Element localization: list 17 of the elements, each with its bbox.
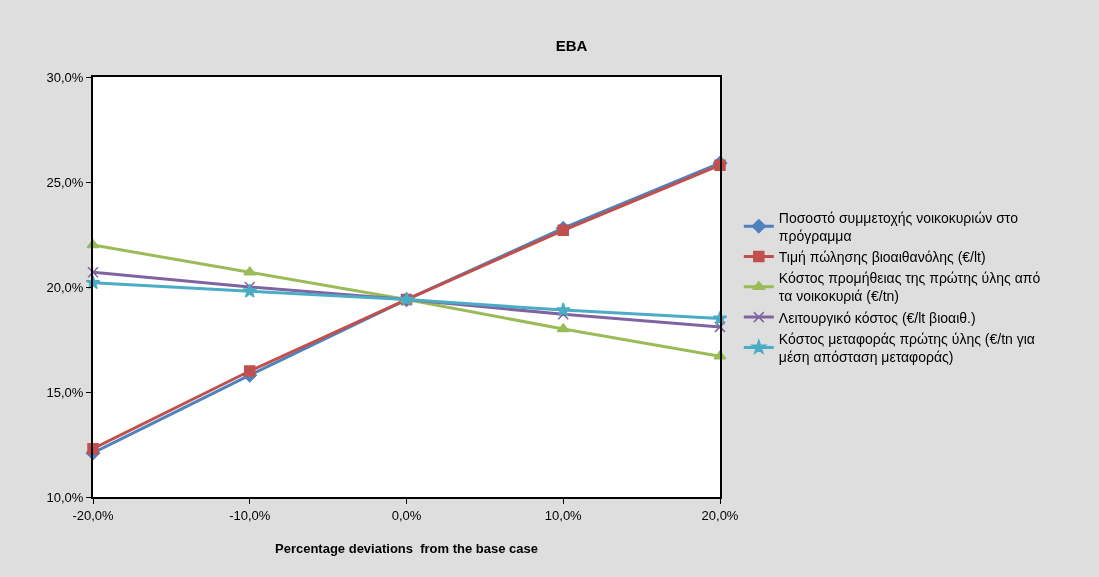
y-tick-label: 10,0%	[46, 489, 84, 505]
legend-label: Λειτουργικό κόστος (€/lt βιοαιθ.)	[778, 309, 976, 326]
x-tick-label: 20,0%	[701, 507, 739, 523]
x-axis-title: Percentage deviations from the base case	[275, 540, 538, 556]
y-tick-label: 20,0%	[46, 279, 84, 295]
y-tick-label: 30,0%	[46, 69, 84, 85]
chart-title: EBA	[555, 36, 588, 54]
x-tick-label: -20,0%	[72, 507, 115, 523]
x-tick-label: 0,0%	[391, 507, 422, 523]
legend-label: Κόστος προμήθειας της πρώτης ύλης από τα νοικοκυριά (€/tn)	[778, 270, 1041, 305]
x-tick-label: -10,0%	[229, 507, 271, 523]
y-tick-label: 25,0%	[46, 174, 84, 190]
legend-label: Κόστος μεταφοράς πρώτης ύλης (€/tn για μέση απόσταση μεταφοράς)	[778, 330, 1035, 365]
y-tick-label: 15,0%	[46, 384, 84, 400]
x-tick-label: 10,0%	[544, 507, 583, 523]
legend-label: Τιμή πώλησης βιοαιθανόλης (€/lt)	[778, 248, 986, 265]
legend-label: Ποσοστό συμμετοχής νοικοκυριών στο πρόγραμμα	[778, 209, 1019, 244]
